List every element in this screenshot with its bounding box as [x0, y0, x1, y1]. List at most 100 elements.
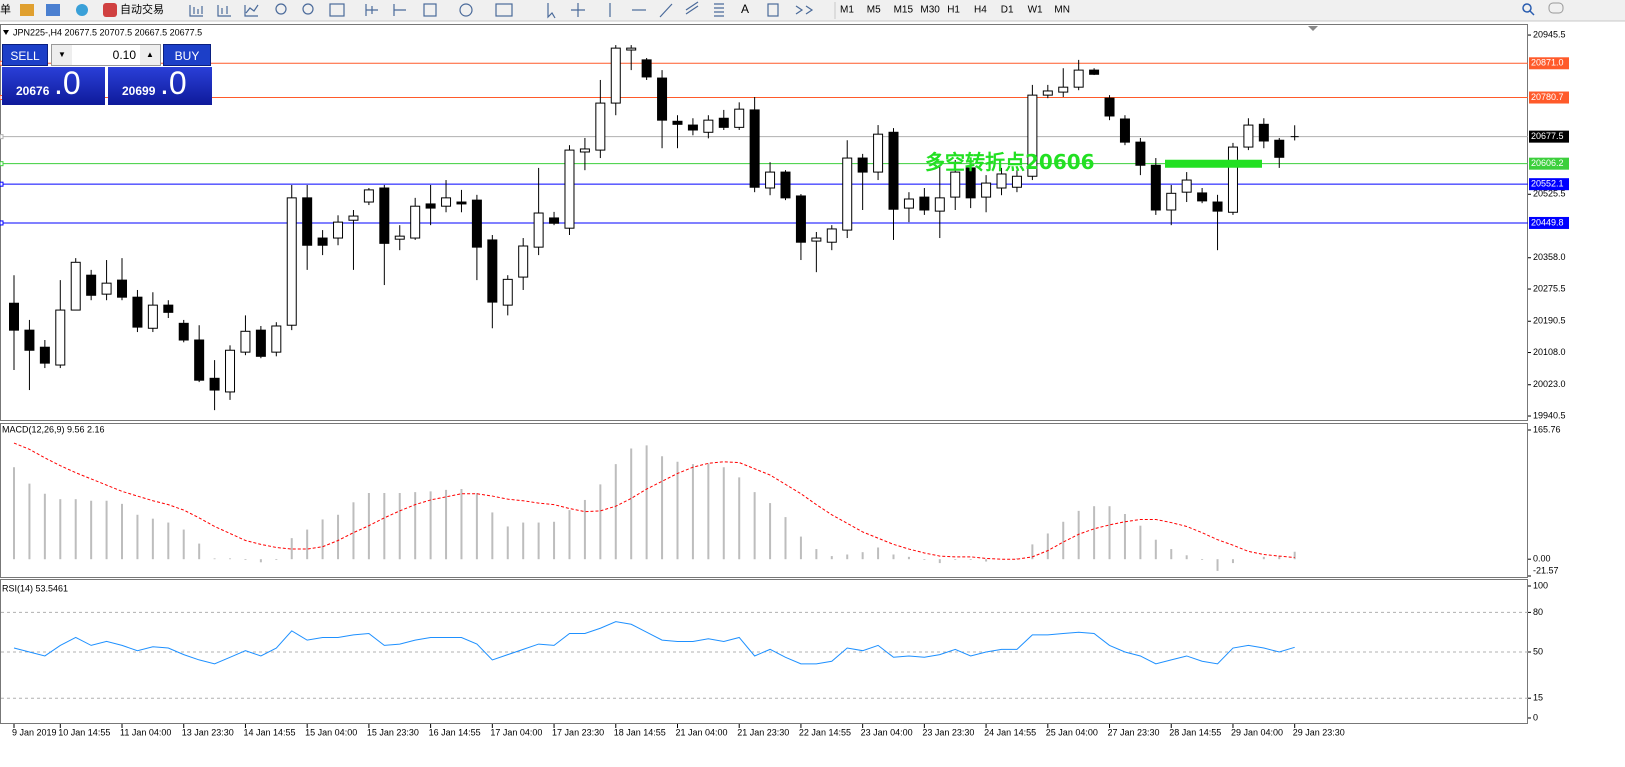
level-label-bg: [1529, 216, 1569, 229]
candle-body: [209, 377, 220, 391]
candle-body: [718, 117, 729, 128]
timeframe[interactable]: MN: [1054, 5, 1070, 16]
candle-body: [811, 237, 822, 242]
candle-body: [533, 212, 544, 248]
buy-button[interactable]: BUY: [163, 44, 211, 66]
candle-body: [286, 197, 297, 326]
text-tool[interactable]: A: [741, 2, 749, 16]
signal-line: [13, 442, 1295, 560]
y-tick-label: 20023.0: [1533, 379, 1566, 389]
candle-body: [1135, 141, 1146, 166]
candle-body: [1197, 192, 1208, 202]
candle-body: [178, 322, 189, 341]
lot-field[interactable]: ▼ 0.10 ▲: [51, 44, 161, 66]
toolbar: [0, 0, 1625, 21]
timeframe[interactable]: H4: [974, 5, 987, 16]
candle-body: [564, 149, 575, 229]
candle-body: [425, 203, 436, 209]
indicator-title: RSI(14) 53.5461: [2, 583, 68, 593]
icon[interactable]: [20, 4, 34, 16]
tool-icons[interactable]: [189, 1, 814, 19]
y-tick-label: 20275.5: [1533, 283, 1566, 293]
y-tick-label: 20358.0: [1533, 252, 1566, 262]
candle-body: [1243, 124, 1254, 148]
timeframe[interactable]: D1: [1001, 5, 1014, 16]
menu-label[interactable]: 单: [0, 3, 11, 16]
x-tick-label: 10 Jan 14:55: [58, 727, 110, 737]
y-tick-label: 15: [1533, 693, 1543, 703]
candle-body: [1258, 123, 1269, 142]
x-tick-label: 27 Jan 23:30: [1108, 727, 1160, 737]
candle-body: [1104, 97, 1115, 117]
search-icon[interactable]: [1522, 3, 1532, 13]
candle-body: [703, 119, 714, 133]
rsi-line: [13, 621, 1295, 665]
y-tick-label: 0.00: [1533, 554, 1551, 564]
candle-body: [765, 171, 776, 189]
annotation-bar: [1165, 159, 1262, 168]
x-tick-label: 24 Jan 14:55: [984, 727, 1036, 737]
y-tick-label: 20190.5: [1533, 316, 1566, 326]
ask-box[interactable]: 20699 .0: [108, 65, 212, 105]
candle-body: [657, 77, 668, 121]
x-tick-label: 25 Jan 04:00: [1046, 727, 1098, 737]
timeframe[interactable]: M1: [840, 5, 854, 16]
chat-icon[interactable]: [1548, 2, 1564, 14]
candle-body: [1212, 201, 1223, 212]
candle-body: [410, 205, 421, 239]
candle-body: [981, 182, 992, 198]
timeframe[interactable]: M5: [867, 5, 881, 16]
candle-body: [780, 171, 791, 199]
candle-body: [302, 197, 313, 246]
candle-body: [333, 221, 344, 239]
candle-body: [1011, 175, 1022, 188]
candle-body: [1227, 146, 1238, 213]
candle-body: [117, 279, 128, 298]
search-icon[interactable]: [1529, 10, 1535, 16]
lot-down[interactable]: ▼: [52, 45, 72, 65]
candle-body: [934, 197, 945, 212]
level-label-bg: [1529, 57, 1569, 70]
icon[interactable]: [76, 4, 88, 16]
candle-body: [950, 171, 961, 198]
bid-big: 20676: [16, 84, 50, 98]
auto-trade[interactable]: 自动交易: [120, 2, 164, 16]
bid-box[interactable]: 20676 .0: [2, 65, 105, 105]
timeframe[interactable]: M15: [894, 5, 914, 16]
ask-small: .0: [160, 65, 187, 101]
candle-body: [39, 346, 50, 364]
candle-body: [379, 187, 390, 244]
candle-body: [1119, 118, 1130, 143]
timeframe[interactable]: M30: [920, 5, 940, 16]
candle-body: [595, 102, 606, 151]
x-tick-label: 29 Jan 23:30: [1293, 727, 1345, 737]
candle-body: [317, 237, 328, 246]
trade-panel: SELL ▼ 0.10 ▲ BUY 20676 .0 20699 .0: [1, 43, 213, 106]
y-tick-label: 50: [1533, 646, 1543, 656]
candle-body: [749, 109, 760, 188]
candle-body: [1073, 69, 1084, 88]
candle-body: [348, 215, 359, 221]
auto-trade-icon[interactable]: [103, 3, 117, 17]
icon[interactable]: [46, 4, 60, 16]
candle-body: [487, 239, 498, 303]
annotation-text: 多空转折点20606: [925, 150, 1095, 174]
sell-button[interactable]: SELL: [2, 44, 48, 66]
lot-value[interactable]: 0.10: [112, 48, 136, 62]
level-label: 20552.1: [1531, 179, 1564, 189]
ask-big: 20699: [122, 84, 156, 98]
x-tick-label: 15 Jan 04:00: [305, 727, 357, 737]
candle-body: [903, 198, 914, 209]
level-label: 20871.0: [1531, 58, 1564, 68]
candle-body: [549, 217, 560, 224]
candle-body: [687, 124, 698, 131]
level-handle: [0, 220, 4, 226]
candle-body: [919, 196, 930, 211]
timeframe[interactable]: H1: [947, 5, 960, 16]
lot-up[interactable]: ▲: [140, 45, 160, 65]
timeframe[interactable]: W1: [1028, 5, 1043, 16]
x-tick-label: 15 Jan 23:30: [367, 727, 419, 737]
candle-body: [394, 235, 405, 240]
candle-body: [1058, 86, 1069, 93]
candle-body: [225, 349, 236, 393]
